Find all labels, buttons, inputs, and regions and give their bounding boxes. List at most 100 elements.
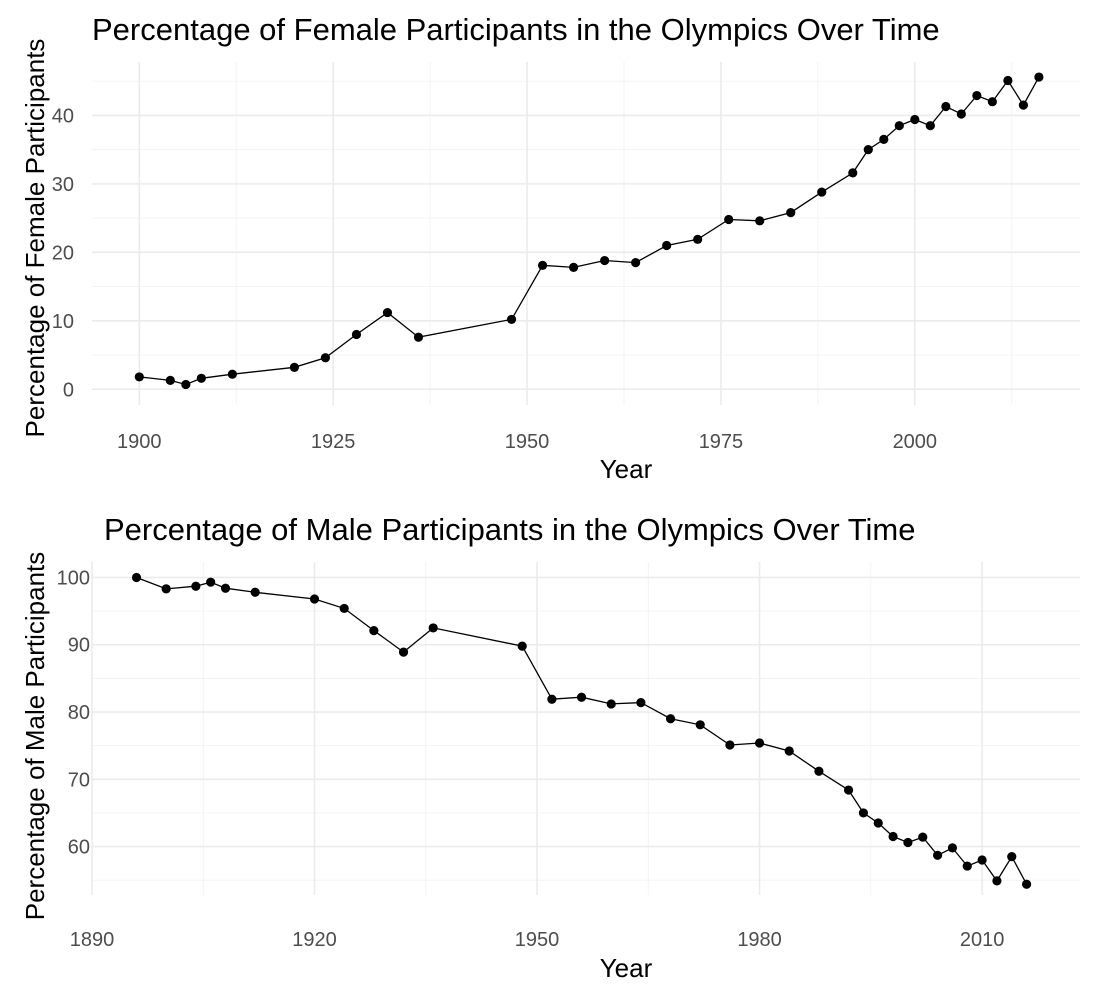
data-point bbox=[600, 255, 610, 266]
data-point bbox=[506, 314, 517, 325]
data-point bbox=[196, 373, 206, 383]
data-point bbox=[220, 583, 231, 593]
data-point bbox=[351, 329, 362, 340]
data-point bbox=[1007, 852, 1017, 862]
y-tick-label: 10 bbox=[52, 311, 74, 333]
chart-male: 1890 1920 1950 1980 2010 60 70 80 90 100 Percentag… bbox=[20, 512, 1080, 983]
data-point bbox=[977, 855, 987, 865]
x-tick-label: 1900 bbox=[117, 431, 162, 453]
data-point bbox=[289, 362, 300, 372]
series-line bbox=[139, 76, 1040, 386]
data-point bbox=[181, 379, 191, 390]
data-point bbox=[962, 861, 972, 871]
data-point bbox=[382, 307, 393, 318]
data-point bbox=[941, 101, 951, 112]
data-point bbox=[428, 623, 438, 633]
data-point bbox=[894, 121, 904, 131]
data-point bbox=[568, 262, 579, 272]
y-tick-label: 0 bbox=[63, 379, 74, 401]
data-point bbox=[191, 581, 201, 591]
data-point bbox=[784, 746, 794, 756]
data-point bbox=[848, 168, 858, 178]
y-axis-title: Percentage of Male Participants bbox=[20, 552, 50, 921]
data-point bbox=[754, 738, 765, 748]
x-axis-title: Year bbox=[600, 953, 653, 983]
data-point bbox=[725, 740, 735, 750]
data-point bbox=[903, 837, 913, 848]
data-point bbox=[888, 831, 898, 842]
data-point bbox=[724, 214, 734, 225]
x-tick-label: 1980 bbox=[737, 929, 782, 951]
data-point bbox=[165, 375, 175, 385]
x-tick-label: 1925 bbox=[311, 431, 356, 453]
data-point bbox=[693, 234, 703, 244]
chart-title: Percentage of Female Participants in the… bbox=[92, 12, 940, 47]
data-point bbox=[227, 369, 237, 379]
data-point bbox=[863, 145, 873, 155]
data-point bbox=[339, 603, 349, 614]
data-point bbox=[814, 766, 824, 776]
chart-female: 1900 1925 1950 1975 2000010203040Percentage … bbox=[20, 12, 1080, 484]
x-tick-label: 2010 bbox=[960, 929, 1005, 951]
data-point bbox=[695, 720, 705, 730]
data-point bbox=[576, 692, 587, 702]
data-point bbox=[547, 694, 557, 704]
data-point bbox=[631, 257, 641, 268]
data-point bbox=[662, 240, 672, 251]
data-point bbox=[972, 90, 982, 101]
data-point bbox=[1018, 100, 1028, 110]
data-point bbox=[537, 260, 548, 270]
y-tick-label: 20 bbox=[52, 242, 74, 264]
x-tick-label: 1975 bbox=[699, 431, 744, 453]
data-point bbox=[636, 698, 646, 708]
data-point bbox=[606, 699, 616, 709]
data-point bbox=[1003, 75, 1013, 86]
data-point bbox=[413, 332, 424, 342]
data-point bbox=[398, 647, 409, 657]
y-tick-label: 60 bbox=[68, 837, 90, 859]
data-point bbox=[947, 843, 958, 853]
data-point bbox=[879, 134, 889, 144]
data-point bbox=[786, 208, 796, 218]
data-point bbox=[925, 121, 935, 131]
x-tick-label: 1950 bbox=[505, 431, 550, 453]
data-point bbox=[369, 626, 379, 636]
data-point bbox=[873, 818, 883, 828]
data-point bbox=[1021, 879, 1032, 889]
data-point bbox=[858, 808, 869, 818]
data-point bbox=[161, 584, 171, 594]
data-point bbox=[1034, 72, 1044, 82]
data-point bbox=[134, 372, 144, 382]
data-point bbox=[918, 832, 928, 842]
y-tick-label: 80 bbox=[68, 702, 90, 724]
chart-title: Percentage of Male Participants in the O… bbox=[104, 512, 916, 547]
data-point bbox=[250, 587, 260, 597]
data-point bbox=[206, 577, 216, 587]
y-tick-label: 30 bbox=[52, 174, 74, 196]
data-point bbox=[131, 572, 142, 583]
data-point bbox=[517, 641, 527, 651]
data-point bbox=[987, 97, 997, 107]
data-point bbox=[956, 109, 966, 119]
data-point bbox=[932, 850, 943, 860]
data-point bbox=[992, 876, 1002, 886]
x-tick-label: 1950 bbox=[515, 929, 560, 951]
x-axis-title: Year bbox=[600, 454, 653, 484]
y-tick-label: 90 bbox=[68, 635, 90, 657]
y-axis-title: Percentage of Female Participants bbox=[20, 39, 50, 438]
y-tick-label: 40 bbox=[52, 105, 74, 127]
data-point bbox=[910, 114, 920, 125]
data-point bbox=[755, 216, 765, 226]
x-tick-label: 1920 bbox=[292, 929, 337, 951]
x-tick-label: 1890 bbox=[70, 929, 115, 951]
data-point bbox=[320, 353, 331, 363]
y-tick-label: 100 bbox=[57, 567, 90, 589]
data-point bbox=[665, 714, 676, 724]
data-point bbox=[843, 785, 854, 795]
y-tick-label: 70 bbox=[68, 769, 90, 791]
data-point bbox=[817, 187, 827, 197]
x-tick-label: 2000 bbox=[893, 431, 938, 453]
data-point bbox=[309, 594, 320, 604]
